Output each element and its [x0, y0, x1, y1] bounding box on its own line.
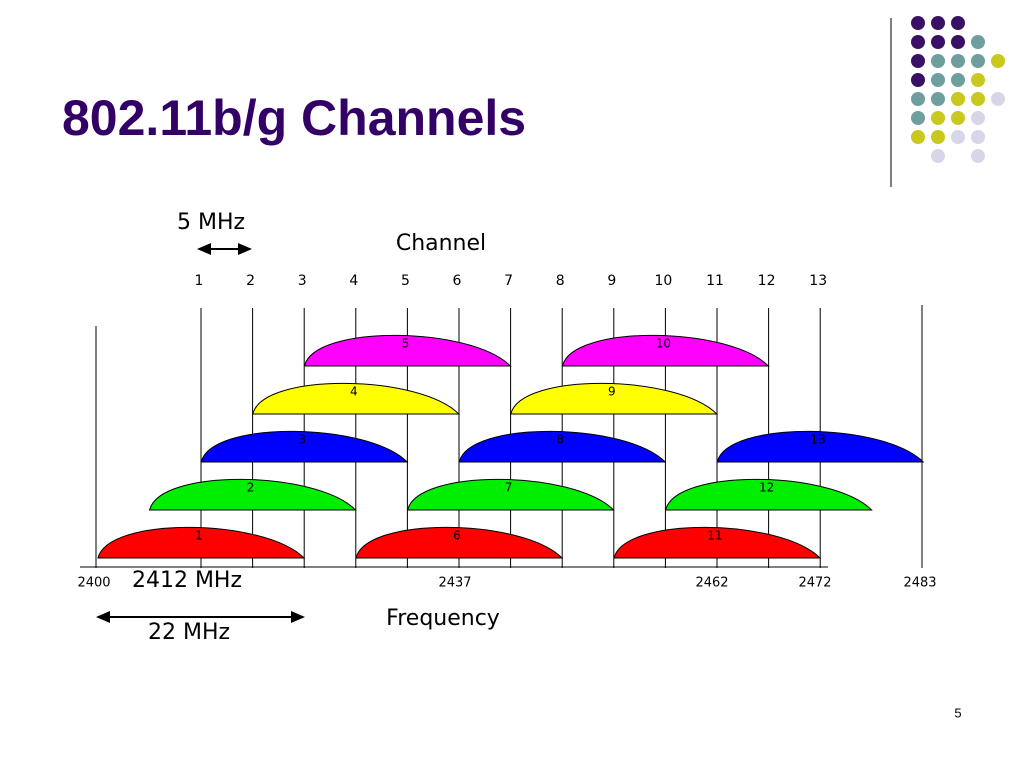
dot [911, 111, 925, 125]
arc-label: 8 [556, 433, 564, 447]
channel-arc [458, 430, 667, 463]
arc-label: 9 [608, 385, 616, 399]
dot [971, 130, 985, 144]
arc-label: 1 [195, 529, 203, 543]
channel-number: 7 [504, 273, 513, 289]
dot [931, 16, 945, 30]
frequency-label: 2472 [798, 576, 831, 591]
channel-number: 1 [195, 273, 204, 289]
frequency-axis-label: Frequency [386, 606, 500, 631]
frequency-label: 2400 [77, 576, 110, 591]
dot [931, 54, 945, 68]
dot [951, 130, 965, 144]
channel-number: 4 [349, 273, 358, 289]
arc-label: 7 [505, 481, 513, 495]
dot [951, 73, 965, 87]
arc-label: 3 [298, 433, 306, 447]
channel-arc [664, 478, 873, 511]
dot [971, 35, 985, 49]
dot [911, 73, 925, 87]
channel-arc [613, 526, 822, 559]
width-label: 22 MHz [148, 620, 230, 645]
channel-number: 11 [706, 273, 724, 289]
dot [991, 54, 1005, 68]
arc-label: 2 [247, 481, 255, 495]
channel-arc [200, 430, 409, 463]
arc-label: 11 [707, 529, 722, 543]
dot [931, 92, 945, 106]
arc-label: 5 [402, 337, 410, 351]
channel-arc [97, 526, 306, 559]
dot [911, 130, 925, 144]
channel-number: 9 [607, 273, 616, 289]
dot [951, 35, 965, 49]
frequency-label: 2483 [903, 576, 936, 591]
dot [951, 16, 965, 30]
channel-diagram: 5 MHz Channel 2412 MHz 22 MHz Frequency … [77, 210, 936, 645]
spacing-label: 5 MHz [177, 210, 245, 235]
channel-number: 3 [298, 273, 307, 289]
channel-arc [406, 478, 615, 511]
channel-arc [716, 430, 925, 463]
dot [931, 73, 945, 87]
arc-label: 13 [811, 433, 826, 447]
dot [991, 92, 1005, 106]
channel-arc [303, 334, 512, 367]
dot [931, 130, 945, 144]
decoration [911, 16, 1005, 163]
dot [971, 149, 985, 163]
channel-arc [355, 526, 564, 559]
center-label: 2412 MHz [132, 568, 242, 593]
channel-number: 10 [654, 273, 672, 289]
dot [911, 16, 925, 30]
dot [931, 111, 945, 125]
channel-arc [510, 382, 719, 415]
slide-title: 802.11b/g Channels [62, 90, 526, 146]
dot [971, 54, 985, 68]
dot [971, 92, 985, 106]
dot [951, 111, 965, 125]
dot [971, 73, 985, 87]
arc-label: 6 [453, 529, 461, 543]
dot [931, 149, 945, 163]
channel-number: 8 [556, 273, 565, 289]
channel-number: 12 [758, 273, 776, 289]
channel-number: 6 [453, 273, 462, 289]
dot [951, 54, 965, 68]
channel-axis-label: Channel [396, 231, 486, 256]
channel-arc [148, 478, 357, 511]
frequency-label: 2437 [438, 576, 471, 591]
dot [971, 111, 985, 125]
dot [911, 35, 925, 49]
channel-arc [252, 382, 461, 415]
channel-arc [561, 334, 770, 367]
frequency-label: 2462 [695, 576, 728, 591]
dot [931, 35, 945, 49]
dot [911, 54, 925, 68]
channel-number: 2 [246, 273, 255, 289]
arc-label: 4 [350, 385, 358, 399]
arc-label: 10 [656, 337, 671, 351]
page-number: 5 [954, 705, 961, 720]
channel-number: 13 [809, 273, 827, 289]
dot [911, 92, 925, 106]
arc-label: 12 [759, 481, 774, 495]
dot [951, 92, 965, 106]
channel-number: 5 [401, 273, 410, 289]
